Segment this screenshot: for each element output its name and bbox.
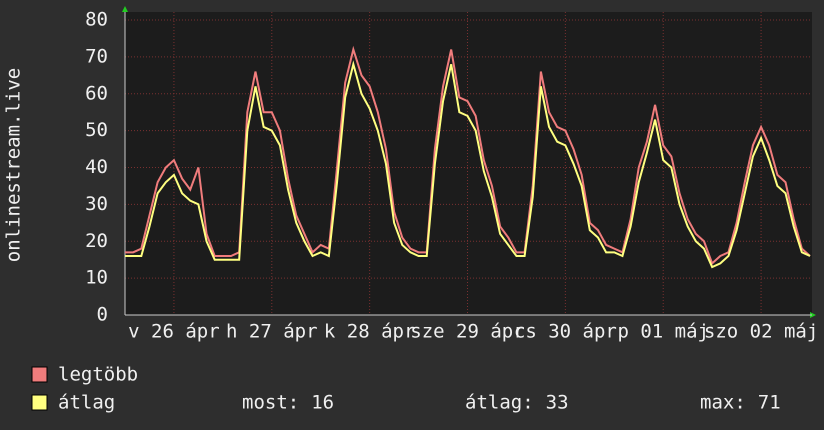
x-tick-label: k 28 ápr — [324, 321, 416, 343]
stat-value: 71 — [758, 392, 781, 414]
stat-value: 16 — [311, 392, 334, 414]
legend-swatch — [31, 394, 48, 411]
x-tick-label: szo 02 máj — [704, 321, 818, 343]
y-tick-label: 50 — [85, 119, 108, 141]
legend-label: legtöbb — [58, 364, 138, 386]
y-tick-label: 40 — [85, 156, 108, 178]
x-tick-label: h 27 ápr — [226, 321, 318, 343]
y-tick-label: 30 — [85, 193, 108, 215]
series-line — [125, 60, 811, 269]
y-axis-label: onlinestream.live — [3, 68, 25, 262]
arrow — [122, 6, 128, 12]
legend-label: átlag — [58, 392, 115, 414]
y-tick-label: 20 — [85, 230, 108, 252]
x-tick-label: v 26 ápr — [128, 321, 220, 343]
y-tick-label: 60 — [85, 82, 108, 104]
x-tick-label: cs 30 ápr — [514, 321, 617, 343]
x-tick-label: sze 29 ápr — [410, 321, 524, 343]
x-tick-label: p 01 máj — [617, 321, 709, 343]
y-tick-label: 10 — [85, 267, 108, 289]
stat-label: max: — [700, 392, 746, 414]
stat-value: 33 — [546, 392, 569, 414]
plot-area — [125, 12, 812, 315]
stat-label: most: — [242, 392, 299, 414]
y-tick-label: 70 — [85, 45, 108, 67]
legend-swatch — [31, 366, 48, 383]
y-tick-label: 0 — [97, 304, 108, 326]
arrow — [810, 312, 816, 318]
y-tick-label: 80 — [85, 9, 108, 31]
stat-label: átlag: — [465, 392, 534, 414]
